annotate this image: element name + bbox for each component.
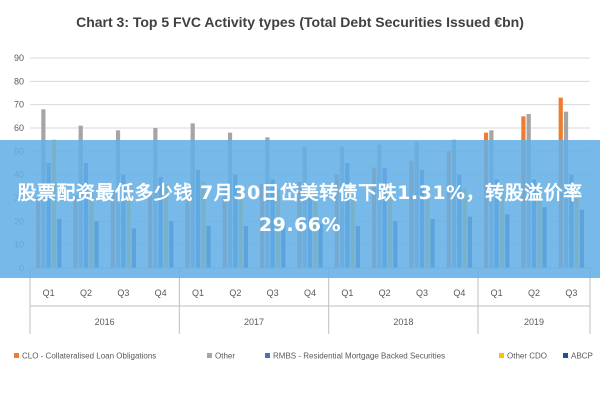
legend-swatch [563,353,568,358]
x-tick-label: Q2 [528,288,540,298]
legend-label: RMBS - Residential Mortgage Backed Secur… [273,352,445,361]
year-label: 2017 [244,317,264,327]
x-tick-label: Q3 [117,288,129,298]
year-label: 2016 [95,317,115,327]
legend-label: Other [215,352,235,361]
y-tick-label: 60 [14,123,24,133]
y-tick-label: 80 [14,76,24,86]
year-label: 2019 [524,317,544,327]
x-tick-label: Q3 [267,288,279,298]
x-tick-label: Q1 [43,288,55,298]
x-tick-label: Q3 [565,288,577,298]
x-tick-label: Q1 [192,288,204,298]
y-tick-label: 70 [14,100,24,110]
legend-swatch [207,353,212,358]
legend: CLO - Collateralised Loan Obligations Oth… [14,352,593,361]
x-tick-label: Q2 [379,288,391,298]
overlay-banner: 股票配资最低多少钱 7月30日岱美转债下跌1.31%，转股溢价率29.66% [0,140,600,278]
chart-title: Chart 3: Top 5 FVC Activity types (Total… [76,14,524,30]
x-tick-label: Q2 [229,288,241,298]
x-tick-label: Q3 [416,288,428,298]
legend-label: CLO - Collateralised Loan Obligations [22,352,156,361]
x-tick-label: Q4 [155,288,167,298]
legend-swatch [499,353,504,358]
year-label: 2018 [393,317,413,327]
overlay-headline: 股票配资最低多少钱 7月30日岱美转债下跌1.31%，转股溢价率29.66% [17,182,583,236]
x-tick-label: Q4 [453,288,465,298]
x-tick-label: Q1 [341,288,353,298]
legend-swatch [14,353,19,358]
x-tick-label: Q2 [80,288,92,298]
y-tick-label: 90 [14,53,24,63]
x-tick-label: Q4 [304,288,316,298]
legend-swatch [265,353,270,358]
x-tick-label: Q1 [491,288,503,298]
legend-label: Other CDO [507,352,547,361]
legend-label: ABCP [571,352,593,361]
